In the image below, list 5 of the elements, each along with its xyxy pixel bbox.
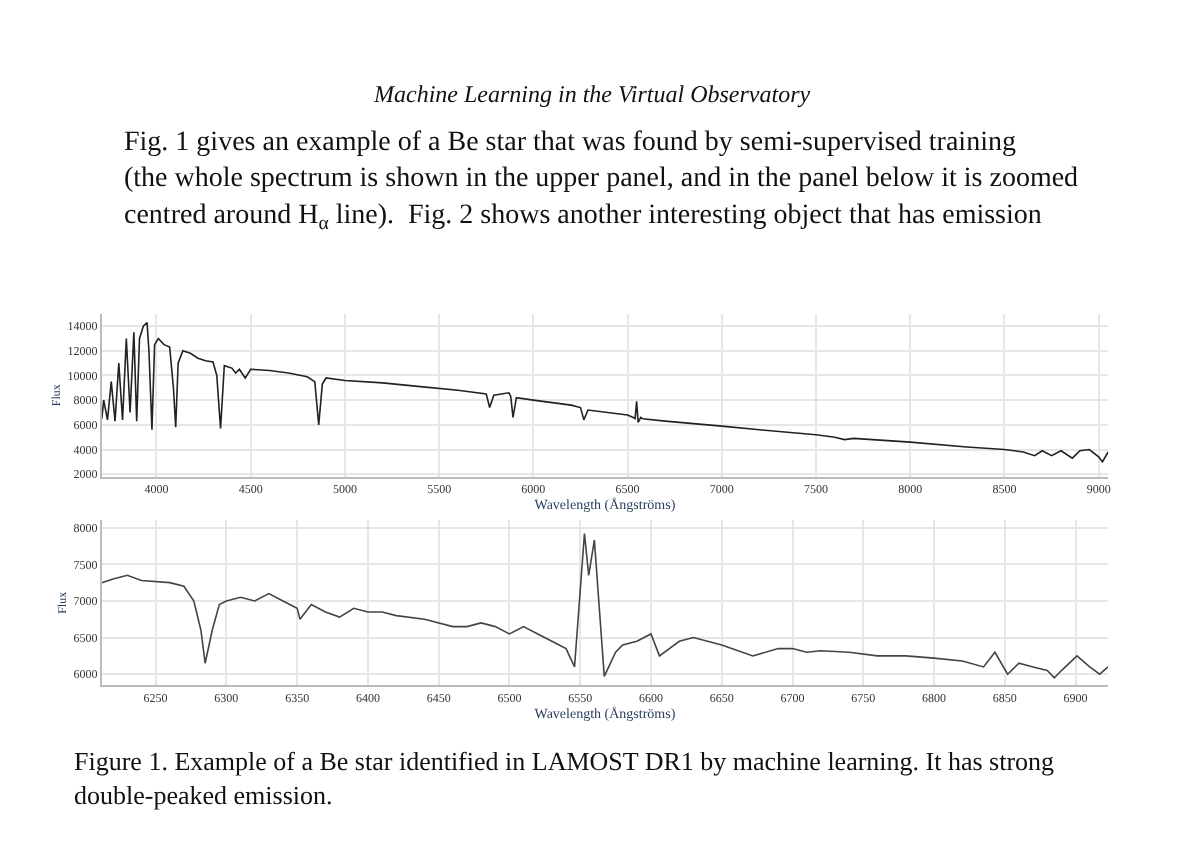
caption: Figure 1. Example of a Be star identified in LAMOST DR1 by machine learning. It has strong double-peaked emission. [74,746,1056,810]
line-series [101,532,1109,679]
text: Machine Learning in the Virtual Observatory [372,80,812,108]
line-series [101,321,1109,463]
caption: Fig. 1 gives an example of a Be star that was found by semi-supervised training (the whole spectrum is shown in the upper panel, and in the panel below it is zoomed centred around H$_{α}$ line). Fig. 2 shows another interesting object that has emission [124,128,1079,235]
